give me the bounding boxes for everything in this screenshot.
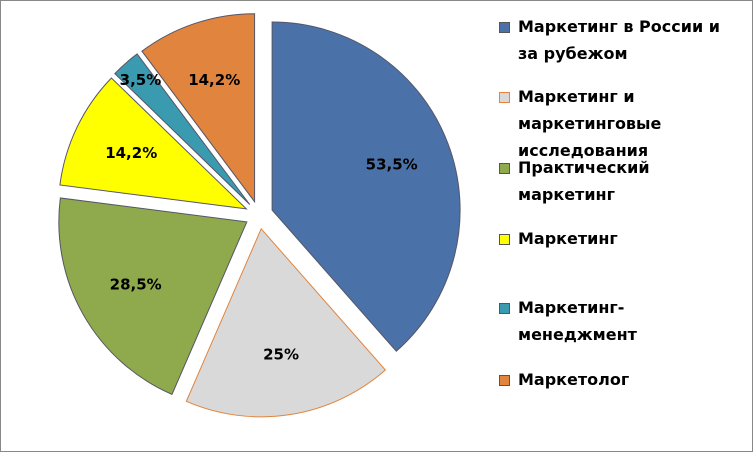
pie-slice	[58, 197, 248, 396]
legend-swatch	[499, 163, 510, 174]
legend-label: Маркетинг-менеджмент	[518, 298, 637, 344]
pie-slice	[271, 21, 461, 352]
legend-item: Маркетинг-менеджмент	[499, 298, 739, 348]
value-label: 14,2%	[105, 144, 157, 162]
legend-item: Маркетинг в России и за рубежом	[499, 17, 739, 67]
pie-slice	[185, 227, 387, 418]
legend-label: Маркетинг и маркетинговые исследования	[518, 87, 662, 160]
legend-item: Маркетолог	[499, 370, 739, 393]
legend-label: Маркетинг	[518, 229, 618, 248]
legend-swatch	[499, 234, 510, 245]
value-label: 28,5%	[110, 276, 162, 294]
value-label: 14,2%	[188, 71, 240, 89]
legend-label: Практический маркетинг	[518, 158, 650, 204]
pie-slice	[141, 13, 256, 204]
legend-swatch	[499, 303, 510, 314]
value-label: 53,5%	[366, 155, 418, 173]
legend-swatch	[499, 22, 510, 33]
pie-slice	[114, 53, 251, 205]
value-label: 3,5%	[120, 71, 162, 89]
legend-swatch	[499, 375, 510, 386]
pie-slice	[59, 77, 248, 210]
legend-label: Маркетолог	[518, 370, 630, 389]
legend-label: Маркетинг в России и за рубежом	[518, 17, 720, 63]
legend-item: Маркетинг	[499, 229, 739, 252]
legend-item: Маркетинг и маркетинговые исследования	[499, 87, 739, 164]
legend-item: Практический маркетинг	[499, 158, 739, 208]
legend-swatch	[499, 92, 510, 103]
value-label: 25%	[263, 346, 299, 364]
